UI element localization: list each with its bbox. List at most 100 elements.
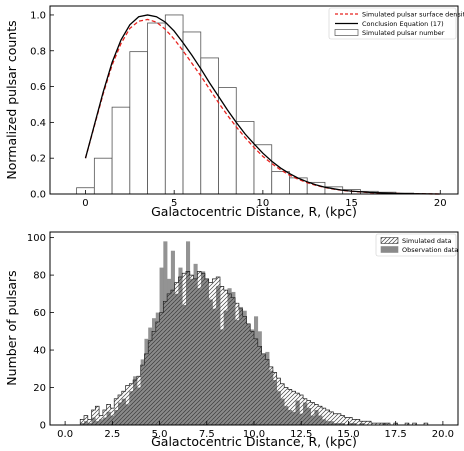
simulated-bar [291, 391, 296, 425]
overlap-bar [129, 391, 134, 425]
overlap-bar [322, 419, 327, 425]
overlap-bar [291, 411, 296, 425]
overlap-bar [178, 276, 183, 425]
overlap-bar [114, 410, 119, 425]
overlap-bar [348, 423, 353, 425]
overlap-bar [121, 398, 126, 425]
histogram-bar [93, 157, 113, 195]
y-tick-label: 100 [27, 233, 46, 244]
overlap-bar [227, 293, 232, 425]
legend-simulated-data-label: Simulated data [402, 237, 452, 245]
simulated-bar [340, 415, 345, 425]
top-x-axis-label: Galactocentric Distance, R, (kpc) [151, 204, 357, 219]
top-y-axis-label: Normalized pulsar counts [4, 20, 19, 179]
simulated-bar [288, 389, 293, 425]
overlap-bar [155, 321, 160, 425]
y-tick-label: 80 [33, 271, 46, 282]
histogram-bar [218, 87, 237, 195]
x-tick-label: 0 [82, 198, 88, 209]
overlap-bar [118, 402, 123, 425]
overlap-bar [242, 316, 247, 425]
overlap-bar [91, 417, 96, 425]
overlap-bar [352, 423, 357, 425]
overlap-bar [337, 423, 342, 425]
x-tick-label: 20 [434, 198, 447, 209]
overlap-bar [84, 421, 89, 425]
overlap-bar [212, 308, 217, 425]
overlap-bar [80, 423, 85, 425]
overlap-bar [223, 310, 228, 425]
simulated-bar [329, 411, 334, 425]
overlap-bar [303, 402, 308, 425]
y-tick-label: 1.0 [30, 10, 46, 21]
overlap-bar [152, 331, 157, 425]
top-x-ticks: 0 5 10 15 20 [82, 190, 447, 209]
simulated-bar [378, 423, 383, 425]
simulated-bar [386, 423, 391, 425]
simulated-bar [80, 419, 85, 425]
simulated-bar [95, 406, 100, 425]
simulated-bar [299, 395, 304, 425]
histogram-bar [200, 57, 219, 195]
overlap-bar [306, 408, 311, 425]
overlap-bar [257, 346, 262, 425]
overlap-bar [186, 271, 191, 425]
overlap-bar [204, 278, 209, 425]
overlap-bar [216, 286, 221, 425]
top-plot-frame [49, 5, 459, 195]
overlap-bar [276, 391, 281, 425]
overlap-bar [163, 301, 168, 425]
overlap-bar [144, 353, 149, 425]
x-tick-label: 10 [257, 198, 270, 209]
overlap-bar [159, 312, 164, 425]
overlap-bar [261, 353, 266, 425]
overlap-bar [231, 297, 236, 425]
simulated-bar [371, 423, 376, 425]
simulated-bar [363, 421, 368, 425]
overlap-bar [235, 320, 240, 425]
x-tick-label: 5 [171, 198, 177, 209]
bottom-simulated-outline [79, 271, 432, 426]
x-tick-label: 0.0 [57, 429, 73, 440]
x-tick-label: 10.0 [243, 429, 265, 440]
overlap-bar [140, 365, 145, 425]
legend-observation-data-swatch [380, 246, 399, 253]
overlap-bar [167, 293, 172, 425]
legend-observation-data-label: Observation data [402, 246, 458, 254]
histogram-bar [306, 181, 326, 195]
overlap-bar [310, 415, 315, 425]
overlap-bar [265, 359, 270, 425]
simulated-bar [325, 410, 330, 425]
top-legend-frame [328, 7, 457, 40]
y-tick-label: 0.4 [30, 118, 46, 129]
y-tick-label: 40 [33, 346, 46, 357]
bottom-x-axis-label: Galactocentric Distance, R, (kpc) [151, 434, 357, 449]
bottom-y-ticks: 0 20 40 60 80 100 [27, 233, 54, 432]
bottom-observation-bars [80, 241, 387, 425]
overlap-bar [238, 308, 243, 425]
overlap-bar [148, 340, 153, 425]
overlap-bar [110, 415, 115, 425]
overlap-bar [325, 421, 330, 425]
overlap-bar [133, 380, 138, 425]
legend-conclusion-equation-label: Conclusion Equation (17) [362, 20, 444, 28]
y-tick-label: 0.0 [30, 190, 46, 201]
overlap-bar [333, 423, 338, 425]
overlap-bar [87, 423, 92, 425]
histogram-bar [235, 121, 255, 195]
overlap-bar [280, 398, 285, 425]
overlap-bar [254, 338, 259, 425]
bottom-x-ticks: 0.0 2.5 5.0 7.5 10.0 12.5 15.0 17.5 20.0 [57, 421, 454, 440]
legend-simulated-data-swatch [380, 237, 399, 244]
overlap-bar [189, 278, 194, 425]
histogram-bar [253, 144, 273, 195]
simulated-bar [405, 423, 410, 425]
x-tick-label: 15 [345, 198, 358, 209]
y-tick-label: 0.2 [30, 154, 46, 165]
overlap-bar [208, 299, 213, 425]
histogram-bar [164, 14, 184, 195]
x-tick-label: 5.0 [152, 429, 168, 440]
y-tick-label: 0.8 [30, 46, 46, 57]
x-tick-label: 15.0 [337, 429, 359, 440]
overlap-bar [182, 305, 187, 425]
